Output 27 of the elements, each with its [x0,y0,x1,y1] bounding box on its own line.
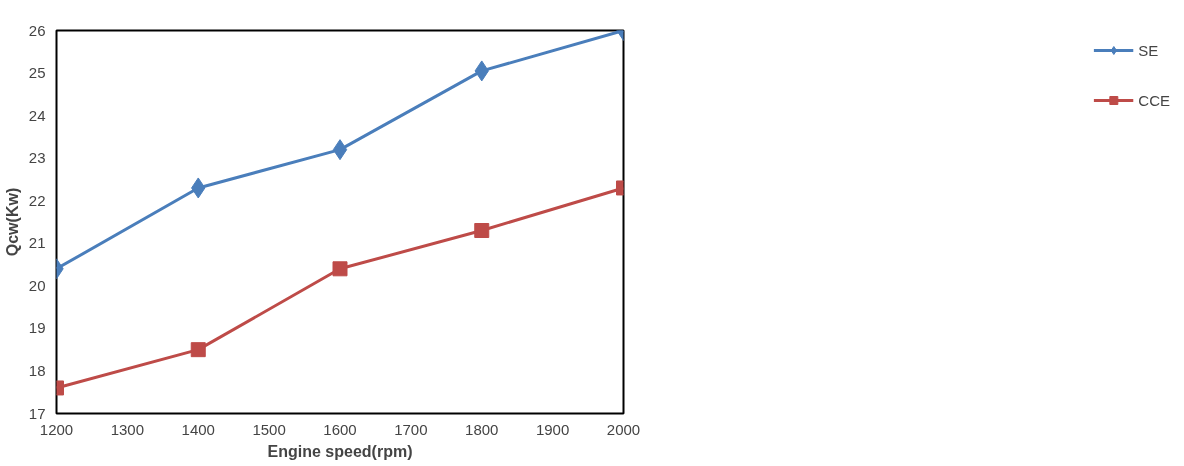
x-tick-label: 1700 [394,420,428,438]
legend-label: CCE [1138,91,1170,109]
x-tick-label: 1200 [39,420,74,438]
y-tick-label: 25 [28,64,46,82]
x-axis-title: Engine speed(rpm) [267,442,413,460]
point [332,139,348,161]
y-tick-label: 23 [28,149,46,167]
x-tick-label: 1600 [323,420,357,438]
point [190,342,206,358]
x-tick-label: 1300 [110,420,145,438]
y-tick-label: 24 [28,106,46,124]
legend-label: SE [1138,41,1159,59]
y-tick-label: 17 [28,404,46,422]
x-tick-label: 1400 [181,420,215,438]
y-tick-label: 22 [28,191,46,209]
y-tick-label: 20 [28,276,46,294]
point [474,223,490,239]
y-axis-title: Qcw(Kw) [3,187,21,257]
y-tick-label: 18 [28,361,46,379]
x-tick-label: 1800 [465,420,499,438]
y-tick-label: 26 [28,21,46,39]
y-tick-label: 21 [28,234,46,252]
point [332,261,348,277]
x-tick-label: 2000 [606,420,641,438]
y-tick-label: 19 [28,319,46,337]
x-tick-label: 1500 [252,420,286,438]
x-tick-label: 1900 [535,420,570,438]
